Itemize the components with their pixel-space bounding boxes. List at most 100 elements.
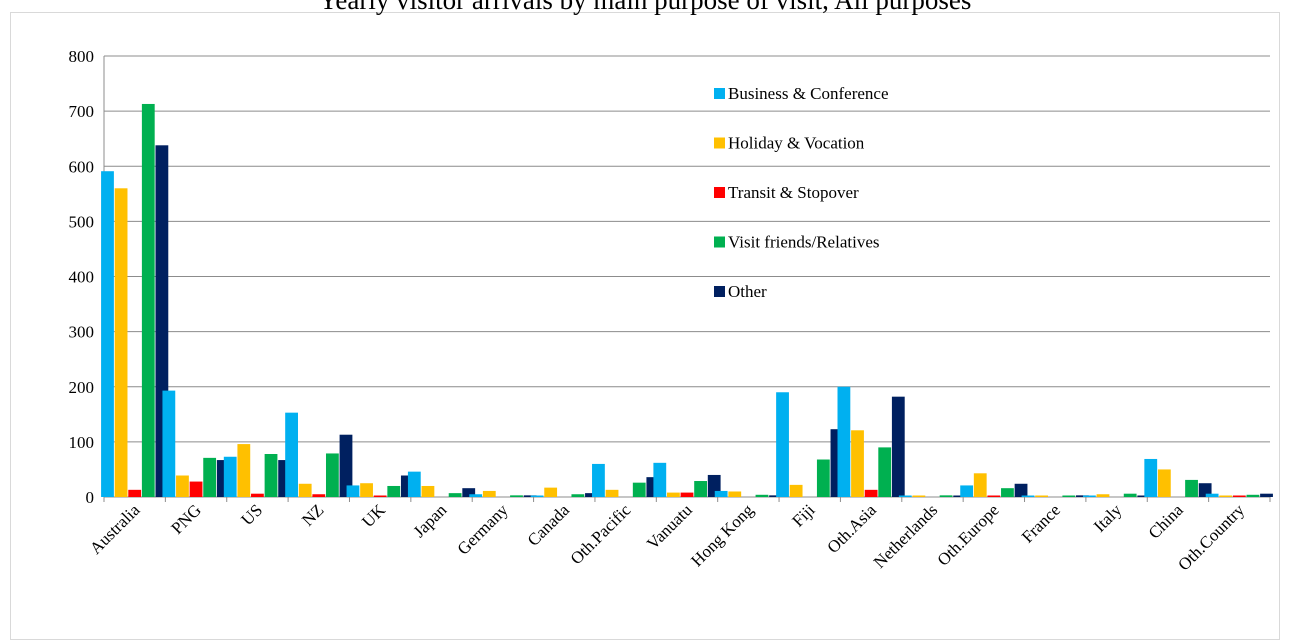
legend-swatch: [714, 137, 725, 149]
bar: [953, 495, 967, 497]
bar: [141, 103, 155, 498]
x-tick-label: Canada: [524, 500, 574, 550]
bar: [373, 495, 387, 497]
x-tick-label: Oth.Europe: [933, 500, 1002, 569]
bar: [544, 487, 558, 497]
bar: [339, 434, 353, 497]
bar: [891, 396, 905, 497]
bar: [1082, 495, 1096, 497]
x-tick-label: Germany: [454, 500, 513, 559]
bar: [1185, 479, 1198, 497]
legend-swatch: [714, 187, 725, 198]
bar: [1157, 469, 1171, 497]
bar: [987, 495, 1001, 497]
x-tick-label: France: [1018, 500, 1064, 546]
bar: [189, 481, 203, 497]
bar: [523, 495, 537, 497]
legend-label: Other: [728, 282, 767, 301]
x-tick-label: Oth.Pacific: [567, 500, 635, 568]
bar: [469, 494, 483, 497]
bar: [223, 456, 237, 497]
bar: [585, 493, 598, 497]
bar: [728, 491, 742, 497]
bar: [1232, 495, 1246, 497]
bar: [776, 392, 789, 497]
bar: [162, 390, 176, 497]
bar: [407, 471, 421, 497]
x-tick-label: Oth.Country: [1174, 500, 1248, 574]
bar: [1076, 495, 1089, 497]
bar: [203, 457, 217, 497]
bar: [482, 490, 496, 497]
x-tick-label: Oth.Asia: [823, 500, 880, 557]
bar: [571, 494, 585, 497]
bar: [592, 463, 605, 497]
bar: [101, 171, 114, 497]
bar: [1035, 495, 1049, 497]
bar: [1021, 495, 1035, 497]
y-tick-label: 700: [69, 102, 95, 121]
bar: [1246, 494, 1260, 497]
x-tick-label: Australia: [86, 500, 144, 558]
x-tick-label: NZ: [298, 500, 327, 529]
bar: [462, 488, 476, 497]
bar: [360, 483, 373, 497]
bar: [1001, 488, 1014, 497]
bar: [1198, 483, 1212, 497]
bar: [667, 492, 680, 497]
bar: [1219, 495, 1233, 497]
y-tick-label: 0: [86, 488, 95, 507]
bar: [653, 462, 667, 497]
bar: [285, 412, 298, 497]
legend-swatch: [714, 88, 725, 99]
y-tick-label: 300: [69, 323, 95, 342]
y-tick-label: 500: [69, 212, 95, 231]
bar: [769, 495, 782, 497]
y-tick-label: 400: [69, 268, 95, 287]
bar: [1205, 493, 1219, 497]
bar: [1096, 494, 1110, 497]
bar: [264, 454, 278, 497]
bar: [960, 485, 974, 497]
chart-title: Yearly visitor arrivals by main purpose …: [318, 0, 972, 15]
bar: [387, 485, 401, 497]
x-tick-label: Vanuatu: [643, 500, 696, 553]
bar: [605, 489, 619, 497]
y-tick-label: 800: [69, 47, 95, 66]
x-tick-label: Hong Kong: [687, 500, 757, 570]
bar: [251, 493, 264, 497]
bar: [510, 495, 523, 497]
bar: [816, 459, 830, 497]
bar: [128, 489, 142, 497]
legend-swatch: [714, 236, 725, 248]
bar: [837, 386, 851, 497]
bar: [421, 485, 435, 497]
y-tick-label: 100: [69, 433, 95, 452]
bar: [1014, 483, 1028, 497]
bar: [632, 482, 646, 497]
bar: [939, 495, 953, 497]
x-tick-label: Japan: [410, 500, 451, 541]
y-tick-label: 600: [69, 157, 95, 176]
bar: [878, 447, 892, 497]
x-tick-label: US: [237, 500, 266, 529]
bar: [1144, 458, 1158, 497]
bar: [114, 188, 128, 498]
bar: [325, 453, 339, 497]
bar: [176, 475, 189, 497]
bar: [755, 494, 769, 497]
bar: [789, 484, 803, 497]
bar: [973, 473, 987, 497]
legend-label: Business & Conference: [728, 84, 889, 103]
bar: [1123, 493, 1137, 497]
chart-frame: [10, 12, 1280, 640]
x-tick-label: PNG: [167, 500, 204, 537]
x-tick-label: Fiji: [788, 500, 818, 530]
legend-label: Holiday & Vocation: [728, 134, 865, 153]
bar: [912, 495, 926, 497]
bar: [1062, 495, 1076, 497]
bar: [1137, 495, 1151, 497]
x-tick-label: China: [1145, 500, 1187, 542]
bar: [312, 494, 326, 497]
